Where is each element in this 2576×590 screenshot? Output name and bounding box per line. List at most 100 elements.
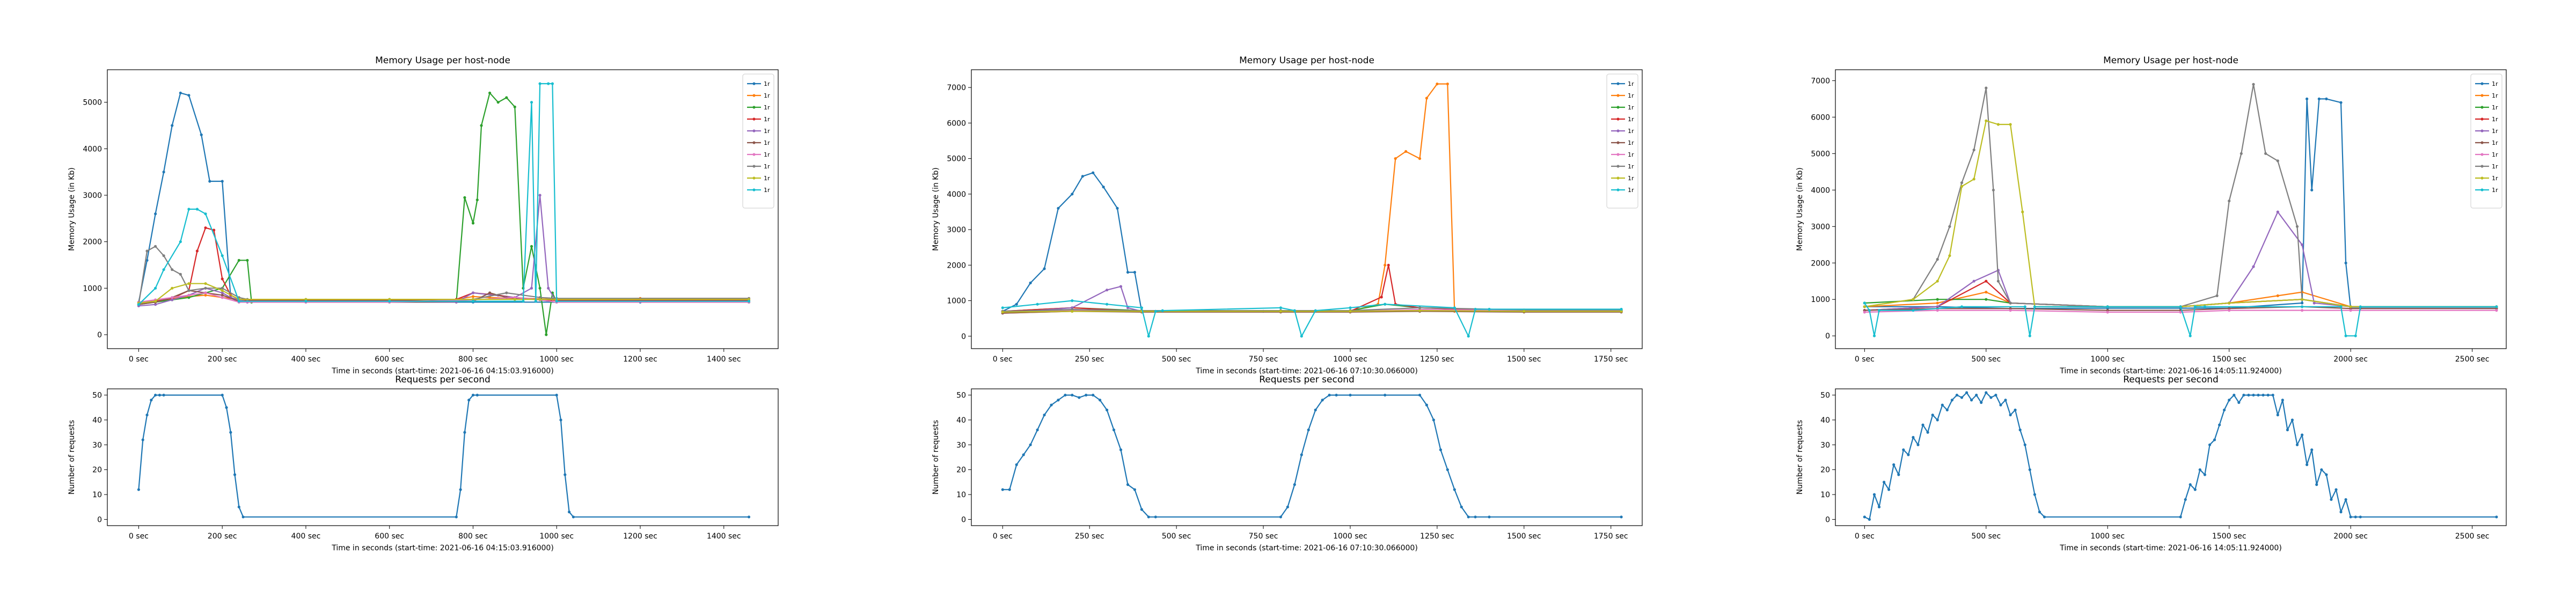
data-point [475,198,479,202]
data-point [1078,396,1081,399]
data-point [1948,254,1951,257]
legend-swatch-marker [1616,188,1620,191]
data-point [137,303,140,306]
x-tick-label: 1200 sec [623,532,657,541]
legend-swatch-marker [1616,117,1620,121]
data-point [1960,185,1964,188]
data-point [137,488,140,491]
y-tick-label: 3000 [83,191,102,200]
series-line [1002,309,1622,313]
data-point [2349,309,2352,312]
plot-frame [971,388,1643,526]
legend-label: 1r [2492,128,2498,135]
y-tick-label: 1000 [1811,296,1830,304]
series-line [138,394,749,518]
data-point [2264,152,2267,155]
data-point [463,196,466,199]
data-point [572,515,575,519]
series-line [1002,300,1622,337]
data-point [2301,243,2304,246]
data-point [1008,488,1011,491]
x-tick-label: 2500 sec [2455,532,2490,541]
data-point [187,296,191,299]
legend-swatch-marker [2480,188,2484,191]
data-point [204,282,207,285]
data-point [2033,493,2036,496]
data-point [488,91,492,94]
data-point [237,505,240,508]
x-tick-label: 500 sec [1162,532,1191,541]
series-line [138,246,749,305]
legend-swatch-marker [2480,94,2484,97]
data-point [2339,305,2343,308]
data-point [1015,303,1018,306]
y-tick-label: 4000 [1811,186,1830,195]
data-point [471,394,475,397]
legend-label: 1r [764,151,770,158]
data-point [2354,334,2357,337]
data-point [208,180,211,183]
data-point [1972,148,1975,152]
x-tick-label: 800 sec [458,532,488,541]
legend-swatch-marker [752,141,756,144]
y-axis-label: Number of requests [932,420,940,495]
data-point [1460,505,1463,508]
data-point [1965,391,1968,394]
y-tick-label: 50 [92,392,102,400]
data-point [204,291,207,294]
legend-swatch-marker [1616,165,1620,168]
data-point [1380,296,1383,299]
x-tick-label: 1000 sec [539,355,574,364]
data-point [145,259,149,262]
legend-label: 1r [764,92,770,99]
data-point [154,303,157,306]
data-point [145,414,149,417]
data-point [2193,488,2197,491]
data-point [534,300,537,303]
data-point [2247,394,2250,397]
series-line [138,92,749,303]
data-point [1877,309,1881,312]
data-point [1960,396,1964,399]
x-tick-label: 250 sec [1075,532,1104,541]
y-tick-label: 3000 [947,226,966,234]
data-point [522,300,525,303]
data-point [1877,505,1881,508]
data-point [2021,210,2024,213]
y-tick-label: 40 [92,416,102,425]
data-point [221,293,224,297]
y-axis-label: Memory Usage (in Kb) [932,167,940,251]
data-point [1286,505,1289,508]
data-point [2344,334,2347,337]
legend: 1r 1r 1r 1r 1r 1r 1r 1r 1r 1r [742,73,774,209]
x-tick-label: 1000 sec [539,532,574,541]
x-tick-label: 1500 sec [2212,355,2246,364]
series-group [1863,391,2498,521]
y-tick-label: 3000 [1811,223,1830,231]
data-point [471,300,475,303]
y-tick-label: 40 [1820,416,1830,425]
y-tick-label: 1000 [83,284,102,293]
data-point [145,249,149,253]
legend-swatch-marker [752,106,756,109]
data-point [1106,303,1109,306]
data-point [2009,414,2012,417]
y-tick-label: 1000 [947,297,966,306]
data-point [2306,97,2309,100]
data-point [1467,335,1470,338]
data-point [1436,82,1439,86]
data-point [1620,309,1623,313]
data-point [1335,394,1338,397]
data-point [2262,394,2265,397]
data-point [1432,418,1435,422]
y-axis-label: Memory Usage (in Kb) [68,167,76,251]
legend-swatch-marker [1616,129,1620,132]
memory-chart: Memory Usage per host-node 0 sec 250 sec 50… [932,55,1643,375]
series-line [1864,84,2497,307]
data-point [1112,428,1116,432]
data-point [187,94,191,97]
data-point [1960,305,1964,308]
data-point [2257,394,2260,397]
data-point [2325,473,2328,476]
memory-chart: Memory Usage per host-node 0 sec 200 sec 40… [68,55,779,375]
